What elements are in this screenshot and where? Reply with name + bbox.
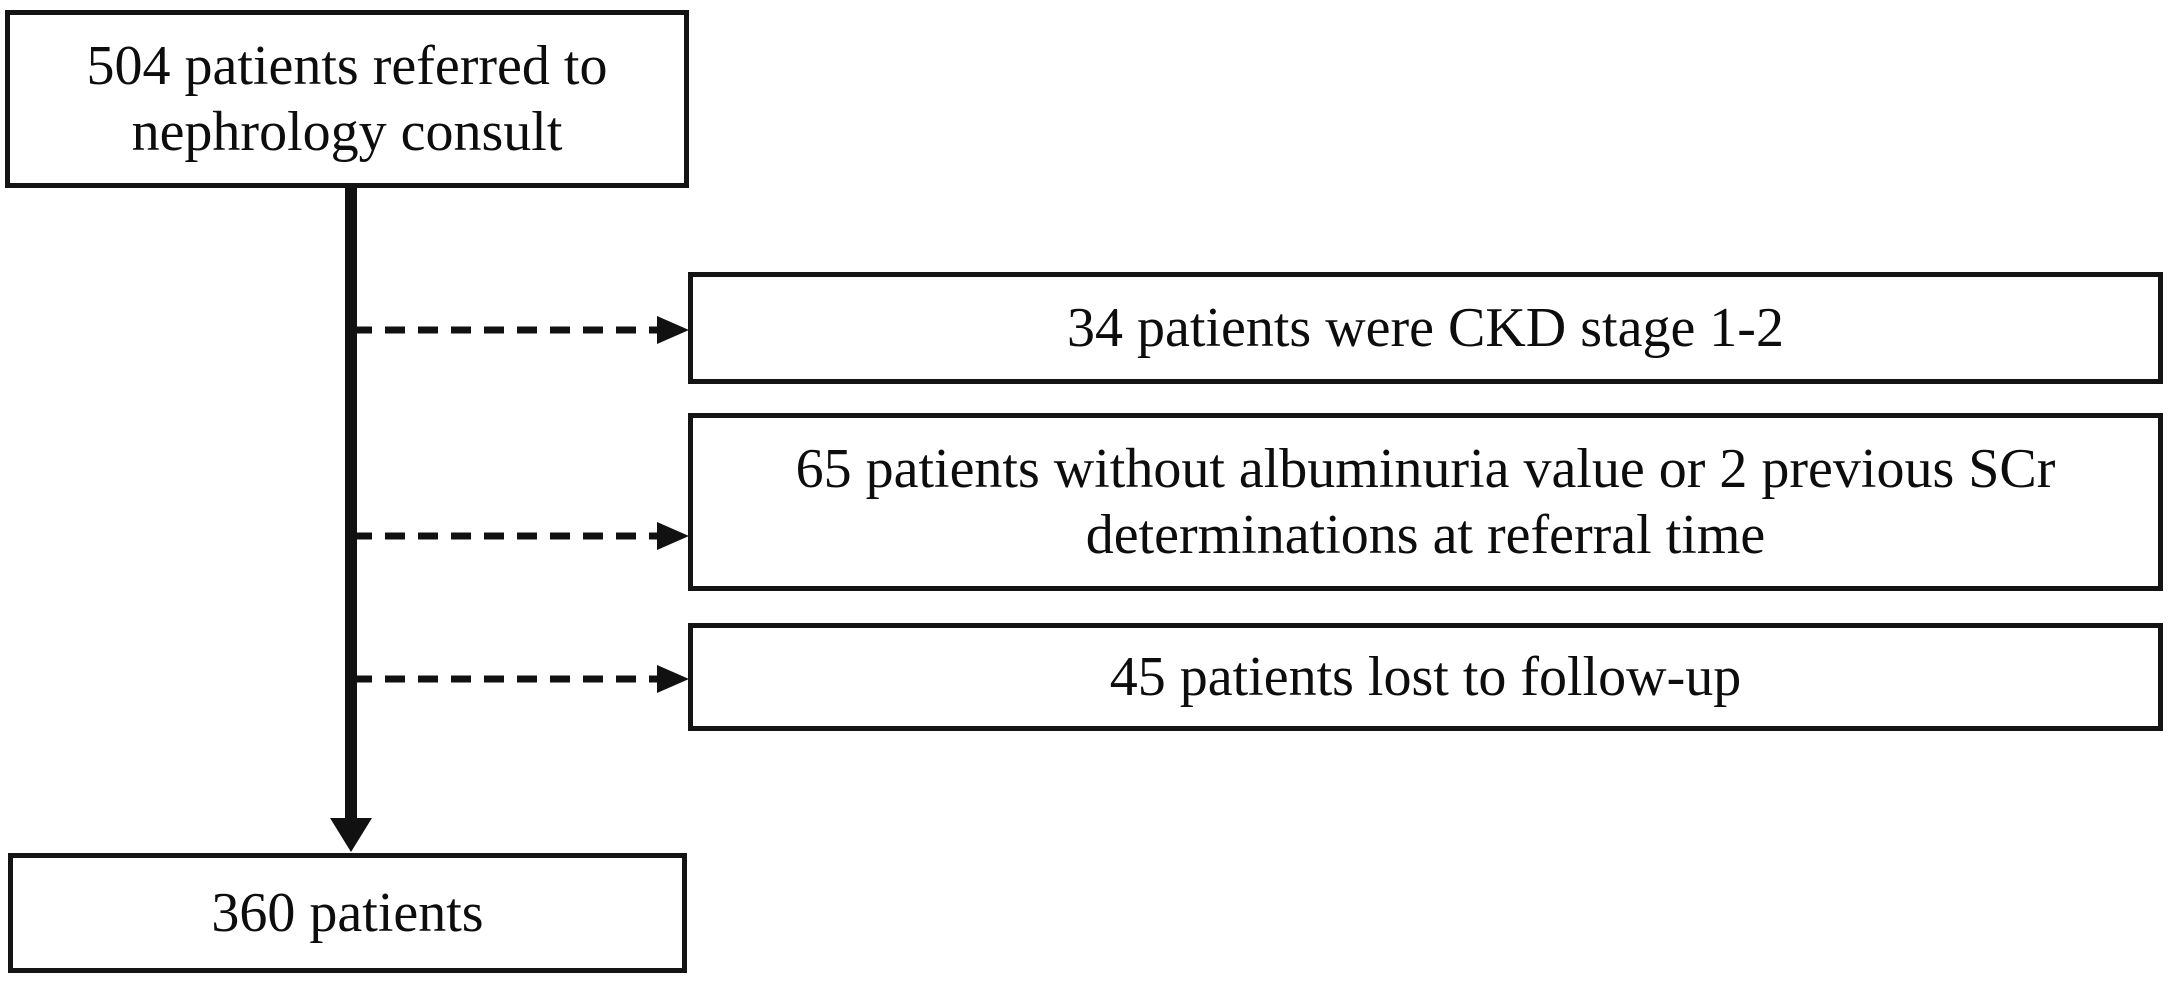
- node-referred-box: 504 patients referred to nephrology cons…: [5, 10, 689, 188]
- arrowhead-right-icon: [657, 522, 689, 550]
- node-final-box: 360 patients: [8, 853, 687, 973]
- node-ckd-box: 34 patients were CKD stage 1-2: [688, 272, 2163, 384]
- node-text-line: 360 patients: [211, 881, 484, 944]
- arrowhead-down-icon: [330, 818, 372, 852]
- arrowhead-right-icon: [657, 665, 689, 693]
- node-followup-box: 45 patients lost to follow-up: [688, 623, 2163, 731]
- node-text-line: nephrology consult: [131, 101, 563, 163]
- node-text-line: determinations at referral time: [1085, 504, 1766, 566]
- node-text-line: 34 patients were CKD stage 1-2: [1067, 296, 1784, 359]
- node-text-line: 45 patients lost to follow-up: [1109, 645, 1742, 708]
- exclusion-arrow-followup: [352, 665, 689, 693]
- node-text-line: 504 patients referred to: [86, 34, 608, 97]
- exclusion-arrow-ckd: [352, 316, 689, 344]
- exclusion-arrow-albuminuria: [352, 522, 689, 550]
- arrowhead-right-icon: [657, 316, 689, 344]
- main-flow-arrow: [330, 188, 372, 852]
- node-albuminuria-box: 65 patients without albuminuria value or…: [688, 413, 2163, 591]
- node-text-line: 65 patients without albuminuria value or…: [795, 437, 2056, 500]
